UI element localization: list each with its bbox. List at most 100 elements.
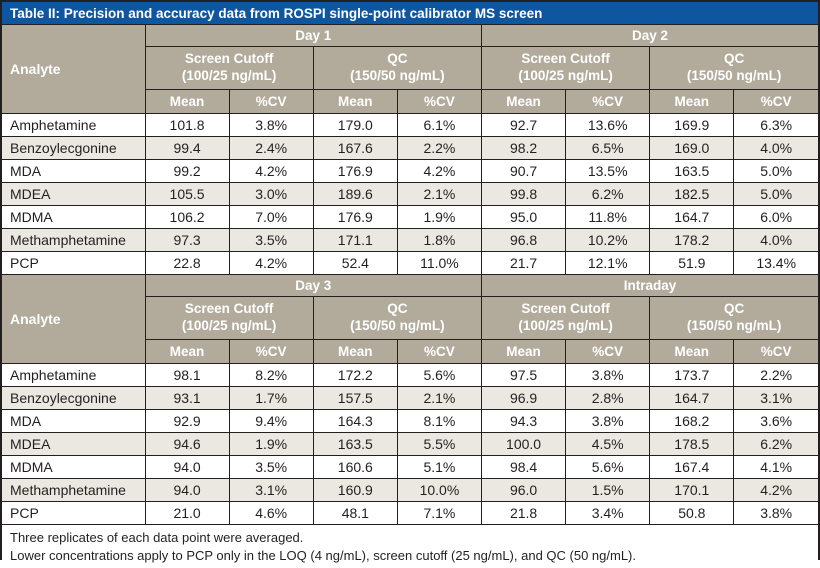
mean-value-cell: 164.7 <box>649 386 735 410</box>
cv-value-cell: 3.8% <box>565 363 651 387</box>
cv-value-cell: 2.8% <box>565 386 651 410</box>
analyte-cell: Amphetamine <box>2 113 146 137</box>
day-header: Intraday <box>481 274 818 297</box>
mean-value-cell: 171.1 <box>312 228 398 252</box>
mean-value-cell: 167.6 <box>312 136 398 160</box>
mean-value-cell: 94.0 <box>144 478 230 502</box>
cv-value-cell: 4.2% <box>396 159 483 183</box>
level-sublabel: (150/50 ng/mL) <box>686 68 782 83</box>
cv-value-cell: 1.9% <box>396 205 483 229</box>
qc-header: QC (150/50 ng/mL) <box>312 296 483 340</box>
level-sublabel: (150/50 ng/mL) <box>350 68 445 83</box>
analyte-cell: Benzoylecgonine <box>2 386 146 410</box>
cv-value-cell: 4.2% <box>228 159 314 183</box>
cv-value-cell: 4.2% <box>228 251 314 275</box>
mean-value-cell: 98.1 <box>144 363 230 387</box>
mean-value-cell: 169.9 <box>649 113 735 137</box>
cv-header: %CV <box>228 339 314 364</box>
mean-value-cell: 99.8 <box>480 182 567 206</box>
mean-value-cell: 21.7 <box>480 251 567 275</box>
level-sublabel: (100/25 ng/mL) <box>181 68 277 83</box>
mean-value-cell: 92.9 <box>144 409 230 433</box>
cv-value-cell: 3.6% <box>733 409 818 433</box>
analyte-cell: MDEA <box>2 182 146 206</box>
cv-value-cell: 4.0% <box>733 228 818 252</box>
header-row-days: Analyte Day 3 Intraday <box>2 274 818 364</box>
qc-header: QC (150/50 ng/mL) <box>649 46 818 90</box>
cv-header: %CV <box>733 89 818 114</box>
mean-value-cell: 98.2 <box>480 136 567 160</box>
cv-value-cell: 4.2% <box>733 478 818 502</box>
mean-value-cell: 52.4 <box>312 251 398 275</box>
cv-value-cell: 3.4% <box>565 501 651 525</box>
table-row: Amphetamine 101.8 3.8% 179.0 6.1% 92.7 13.6% 16… <box>2 113 818 137</box>
mean-value-cell: 100.0 <box>480 432 567 456</box>
mean-value-cell: 164.3 <box>312 409 398 433</box>
analyte-cell: MDMA <box>2 455 146 479</box>
cv-value-cell: 1.8% <box>396 228 483 252</box>
table-title: Table II: Precision and accuracy data fr… <box>10 6 543 21</box>
cv-value-cell: 4.1% <box>733 455 818 479</box>
mean-value-cell: 160.9 <box>312 478 398 502</box>
mean-value-cell: 182.5 <box>649 182 735 206</box>
analyte-column-header: Analyte <box>2 24 146 114</box>
mean-header: Mean <box>145 339 230 364</box>
analyte-cell: Benzoylecgonine <box>2 136 146 160</box>
cv-value-cell: 10.0% <box>396 478 483 502</box>
analyte-cell: Amphetamine <box>2 363 146 387</box>
mean-value-cell: 163.5 <box>312 432 398 456</box>
cv-value-cell: 2.2% <box>396 136 483 160</box>
analyte-cell: PCP <box>2 501 146 525</box>
table-row: MDA 92.9 9.4% 164.3 8.1% 94.3 3.8% 168.2 3.6% <box>2 409 818 433</box>
cv-value-cell: 3.8% <box>733 501 818 525</box>
level-label: Screen Cutoff <box>184 51 274 67</box>
analyte-cell: MDA <box>2 159 146 183</box>
qc-header: QC (150/50 ng/mL) <box>312 46 483 90</box>
cv-value-cell: 8.1% <box>396 409 483 433</box>
cv-value-cell: 4.0% <box>733 136 818 160</box>
mean-value-cell: 90.7 <box>480 159 567 183</box>
table-row: PCP 21.0 4.6% 48.1 7.1% 21.8 3.4% 50.8 3.8% <box>2 501 818 525</box>
mean-value-cell: 163.5 <box>649 159 735 183</box>
level-label: Screen Cutoff <box>521 51 610 67</box>
table-row: Methamphetamine 97.3 3.5% 171.1 1.8% 96.8 10.2… <box>2 228 818 252</box>
day-header: Day 3 <box>144 274 482 297</box>
mean-header: Mean <box>145 89 230 114</box>
table-row: MDEA 94.6 1.9% 163.5 5.5% 100.0 4.5% 178.5 6.2% <box>2 432 818 456</box>
mean-value-cell: 176.9 <box>312 205 398 229</box>
analyte-column-header: Analyte <box>2 274 146 364</box>
table-row: MDEA 105.5 3.0% 189.6 2.1% 99.8 6.2% 182.5 5.0% <box>2 182 818 206</box>
cv-value-cell: 9.4% <box>228 409 314 433</box>
mean-value-cell: 98.4 <box>480 455 567 479</box>
screen-cutoff-header: Screen Cutoff (100/25 ng/mL) <box>480 296 651 340</box>
cv-value-cell: 3.1% <box>733 386 818 410</box>
mean-value-cell: 51.9 <box>649 251 735 275</box>
cv-value-cell: 3.0% <box>228 182 314 206</box>
mean-header: Mean <box>312 89 398 114</box>
mean-value-cell: 96.0 <box>480 478 567 502</box>
mean-value-cell: 92.7 <box>480 113 567 137</box>
table-row: MDMA 94.0 3.5% 160.6 5.1% 98.4 5.6% 167.4 4.1% <box>2 455 818 479</box>
level-sublabel: (150/50 ng/mL) <box>686 318 782 333</box>
mean-value-cell: 96.9 <box>480 386 567 410</box>
mean-header: Mean <box>480 339 567 364</box>
mean-value-cell: 179.0 <box>312 113 398 137</box>
day-header: Day 1 <box>144 24 482 47</box>
cv-value-cell: 6.1% <box>396 113 483 137</box>
cv-value-cell: 2.1% <box>396 386 483 410</box>
mean-value-cell: 94.0 <box>144 455 230 479</box>
table-row: Benzoylecgonine 99.4 2.4% 167.6 2.2% 98.2 6.5%… <box>2 136 818 160</box>
mean-value-cell: 22.8 <box>144 251 230 275</box>
table-row: Methamphetamine 94.0 3.1% 160.9 10.0% 96.0 1.5… <box>2 478 818 502</box>
qc-header: QC (150/50 ng/mL) <box>649 296 818 340</box>
level-sublabel: (150/50 ng/mL) <box>350 318 445 333</box>
cv-value-cell: 13.4% <box>733 251 818 275</box>
mean-value-cell: 99.2 <box>144 159 230 183</box>
analyte-cell: Methamphetamine <box>2 228 146 252</box>
header-row-stats: Mean %CV Mean %CV Mean %CV Mean %CV <box>2 89 818 114</box>
table-title-bar: Table II: Precision and accuracy data fr… <box>2 2 818 24</box>
cv-value-cell: 3.8% <box>565 409 651 433</box>
mean-value-cell: 167.4 <box>649 455 735 479</box>
cv-value-cell: 3.5% <box>228 228 314 252</box>
